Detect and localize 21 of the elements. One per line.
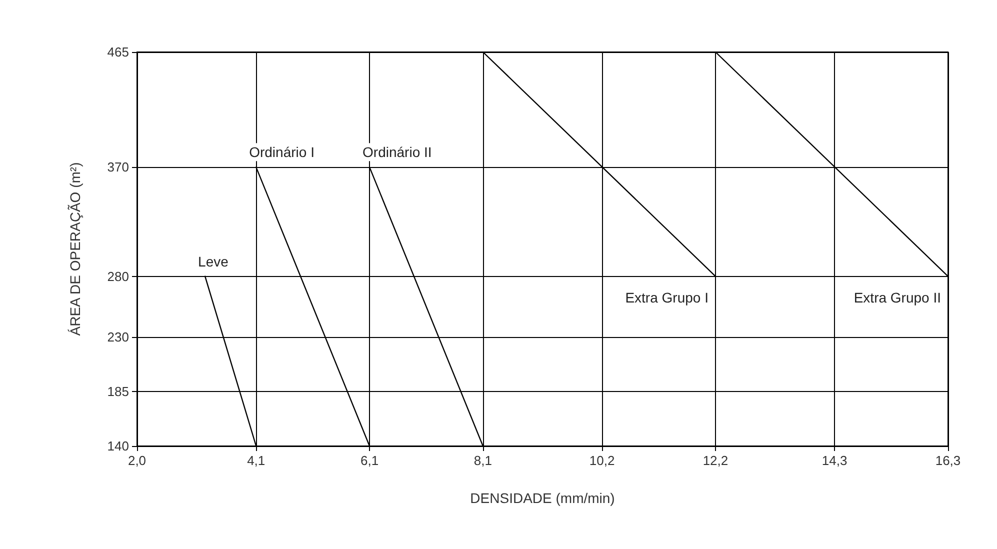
y-tick-label: 370 xyxy=(107,160,129,175)
x-tick-label: 4,1 xyxy=(247,453,266,468)
y-tick-label: 140 xyxy=(107,438,129,454)
x-tick-label: 2,0 xyxy=(128,453,146,468)
y-tick-label: 185 xyxy=(107,384,129,399)
y-tick-label: 465 xyxy=(107,44,129,60)
y-tick-label: 280 xyxy=(107,268,129,284)
y-axis-title: ÁREA DE OPERAÇÃO (m²) xyxy=(67,162,83,336)
x-tick-label: 6,1 xyxy=(360,453,379,468)
series-label: Ordinário II xyxy=(362,144,432,160)
x-tick-label: 16,3 xyxy=(935,453,961,468)
series-label: Extra Grupo I xyxy=(625,289,708,306)
x-tick-label: 12,2 xyxy=(702,453,728,468)
series-label: Extra Grupo II xyxy=(854,289,941,306)
x-axis-title: DENSIDADE (mm/min) xyxy=(470,490,615,506)
series-label: Ordinário I xyxy=(249,144,314,160)
y-tick-label: 230 xyxy=(107,329,129,344)
x-tick-label: 10,2 xyxy=(589,453,615,468)
series-label: Leve xyxy=(198,253,229,270)
x-tick-label: 14,3 xyxy=(822,453,848,468)
x-tick-label: 8,1 xyxy=(474,453,492,468)
